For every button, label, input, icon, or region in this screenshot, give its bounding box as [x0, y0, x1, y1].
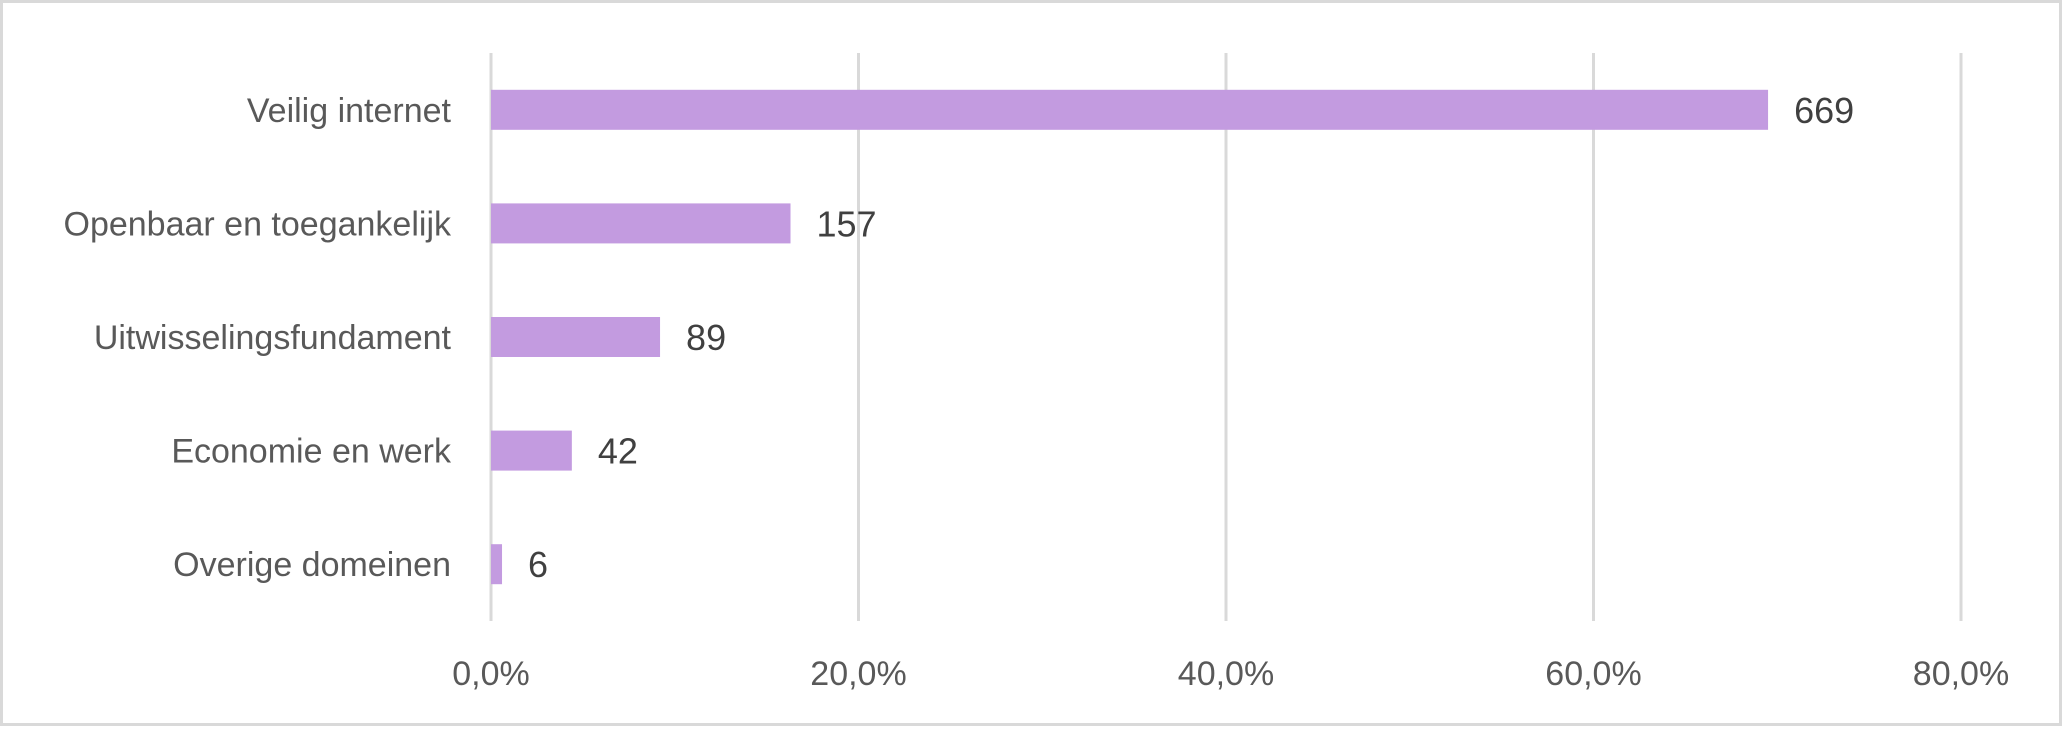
- bar: [491, 203, 791, 244]
- x-tick-label: 80,0%: [1913, 655, 2009, 693]
- bar: [491, 317, 661, 357]
- x-tick-label: 60,0%: [1545, 655, 1641, 693]
- category-label: Economie en werk: [171, 433, 452, 471]
- bar-chart: 0,0% 20,0% 40,0% 60,0% 80,0% Veilig internet 6…: [64, 53, 2009, 693]
- bar: [491, 430, 572, 471]
- x-tick-label: 0,0%: [452, 655, 530, 693]
- bar: [491, 89, 1769, 130]
- category-label: Veilig internet: [247, 92, 452, 130]
- data-label: 669: [1794, 90, 1854, 131]
- category-label: Uitwisselingsfundament: [94, 319, 452, 357]
- data-label: 157: [817, 203, 877, 244]
- category-label: Overige domeinen: [173, 546, 451, 584]
- data-label: 6: [528, 544, 548, 585]
- x-tick-label: 20,0%: [810, 655, 906, 693]
- category-label: Openbaar en toegankelijk: [64, 205, 452, 243]
- data-label: 89: [686, 317, 726, 358]
- x-tick-label: 40,0%: [1178, 655, 1274, 693]
- bar: [491, 544, 503, 585]
- data-label: 42: [598, 431, 638, 472]
